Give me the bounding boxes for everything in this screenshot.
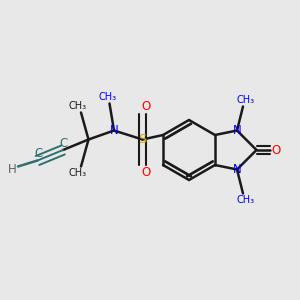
Text: N: N <box>232 163 242 176</box>
Text: N: N <box>232 124 242 137</box>
Text: O: O <box>272 143 280 157</box>
Text: N: N <box>110 124 118 137</box>
Text: O: O <box>142 166 151 179</box>
Text: S: S <box>138 133 147 146</box>
Text: CH₃: CH₃ <box>236 195 254 205</box>
Text: CH₃: CH₃ <box>69 101 87 111</box>
Text: O: O <box>142 100 151 113</box>
Text: CH₃: CH₃ <box>69 168 87 178</box>
Text: C: C <box>34 147 42 161</box>
Text: CH₃: CH₃ <box>98 92 116 102</box>
Text: C: C <box>59 137 68 150</box>
Text: CH₃: CH₃ <box>236 95 254 105</box>
Text: H: H <box>8 163 17 176</box>
